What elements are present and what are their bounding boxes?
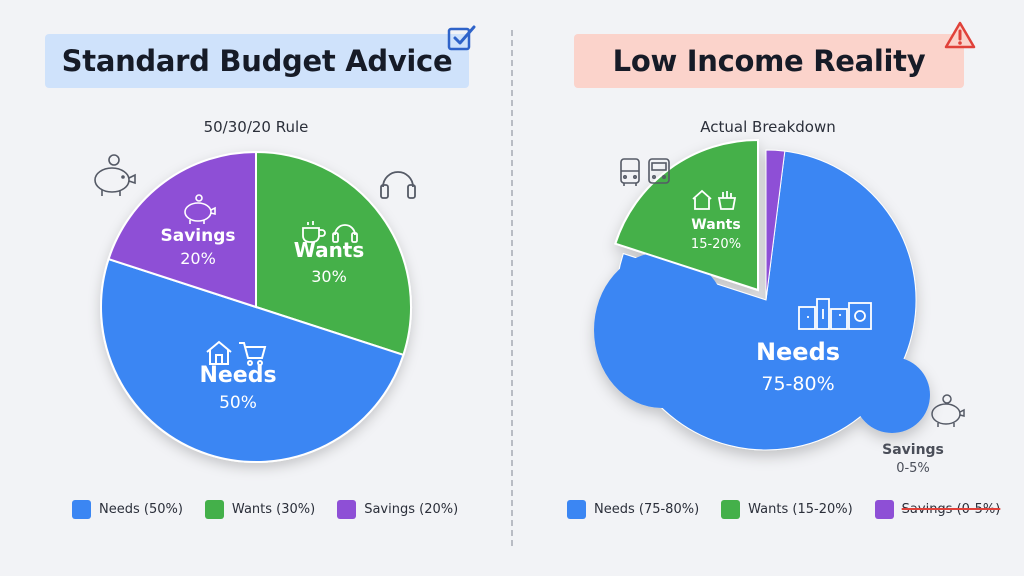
legend-label: Savings (20%) <box>364 502 459 517</box>
slice-value-label: 20% <box>180 249 216 268</box>
legend-swatch <box>874 500 894 519</box>
pie-slice-wants <box>614 138 759 292</box>
legend-item-wants: Wants (15-20%) <box>721 500 853 519</box>
standard-budget-panel: Standard Budget Advice 50/30/20 Rule Nee… <box>45 25 480 519</box>
legend: Needs (50%) Wants (30%) Savings (20%) <box>72 500 480 519</box>
slice-name-label: Savings <box>882 442 944 458</box>
bus-icon <box>620 158 640 186</box>
slice-name-label: Needs <box>756 338 840 366</box>
checkbox-check-icon <box>447 25 476 51</box>
chart-title: Low Income Reality <box>574 34 964 88</box>
legend-item-needs: Needs (50%) <box>72 500 183 519</box>
pie-slice-savings <box>765 149 786 301</box>
chart-title: Standard Budget Advice <box>45 34 469 88</box>
pie-slice-savings <box>107 150 257 309</box>
slice-value-label: 0-5% <box>896 461 930 476</box>
panel-divider <box>511 30 513 546</box>
legend-label: Needs (75-80%) <box>594 502 700 517</box>
legend-swatch <box>567 500 586 519</box>
needs-drip <box>594 252 730 408</box>
headphones-icon <box>332 224 358 243</box>
pie-slice-wants <box>255 150 412 357</box>
legend-label: Savings (0-5%) <box>901 502 1001 517</box>
legend-swatch <box>72 500 91 519</box>
house-icon <box>692 189 712 210</box>
slice-name-label: Needs <box>199 363 276 388</box>
slice-name-label: Wants <box>691 217 740 233</box>
legend: Needs (75-80%) Wants (15-20%) Savings (0-5… <box>567 500 1022 519</box>
warning-triangle-icon <box>944 21 976 49</box>
slice-value-label: 30% <box>311 267 347 286</box>
legend-item-savings: Savings (20%) <box>337 500 458 519</box>
train-icon <box>648 158 670 184</box>
piggy-bank-icon <box>94 154 136 196</box>
legend-swatch <box>337 500 357 519</box>
coffee-cup-icon <box>302 221 326 243</box>
legend-item-needs: Needs (75-80%) <box>567 500 699 519</box>
shopping-cart-icon <box>239 342 267 366</box>
pie-slice-needs <box>100 257 405 463</box>
legend-item-savings: Savings (0-5%) <box>874 500 1001 519</box>
house-icon <box>206 340 232 365</box>
slice-name-label: Savings <box>160 226 235 246</box>
legend-swatch <box>204 500 224 519</box>
slice-value-label: 50% <box>219 393 257 413</box>
needs-drip <box>854 357 930 433</box>
piggy-bank-icon <box>184 194 216 224</box>
legend-label: Wants (30%) <box>231 502 316 517</box>
slice-value-label: 75-80% <box>761 373 834 395</box>
groceries-icon <box>798 298 872 330</box>
headphones-icon <box>380 171 416 199</box>
piggy-bank-icon <box>931 394 965 427</box>
legend-item-wants: Wants (30%) <box>204 500 316 519</box>
reality-pie-chart: Needs 75-80% Wants 15-20% Savings 0-5% <box>594 138 965 476</box>
chart-subtitle: Actual Breakdown <box>700 118 836 136</box>
legend-swatch <box>721 500 741 519</box>
slice-value-label: 15-20% <box>691 237 741 252</box>
legend-label: Wants (15-20%) <box>748 502 853 517</box>
groceries-icon <box>717 191 737 210</box>
chart-subtitle: 50/30/20 Rule <box>203 118 309 136</box>
legend-label: Needs (50%) <box>99 502 183 517</box>
low-income-panel: Low Income Reality Actual Breakdown Need… <box>512 0 1024 576</box>
